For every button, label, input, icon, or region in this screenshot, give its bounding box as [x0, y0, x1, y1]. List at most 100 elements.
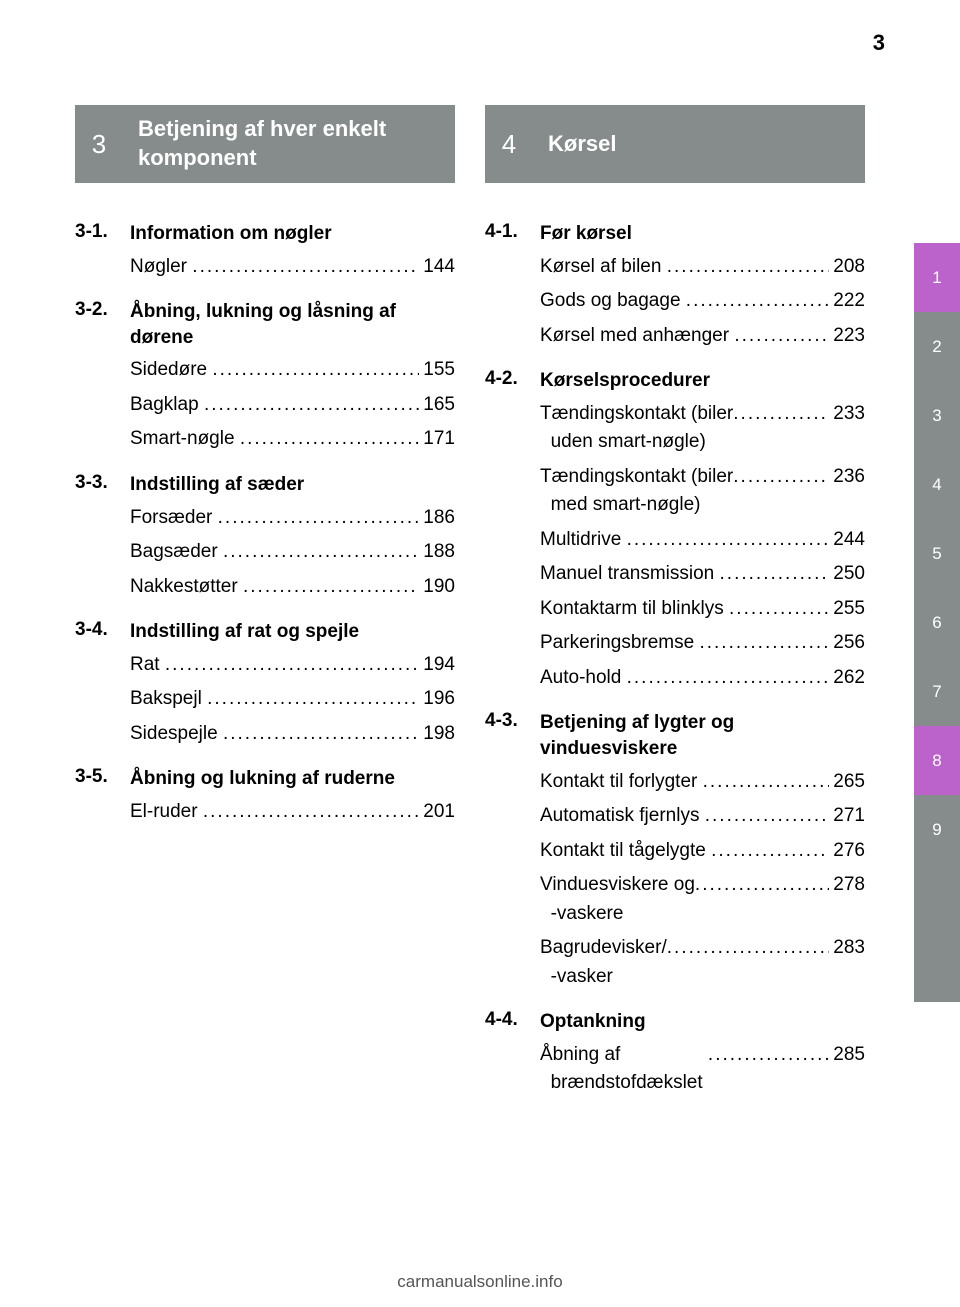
toc-page: 276: [829, 837, 865, 866]
section-heading: 3-2.Åbning, lukning og låsning af dørene: [75, 299, 455, 350]
toc-item-text: Automatisk fjernlys: [540, 802, 705, 831]
section-heading: 3-4.Indstilling af rat og spejle: [75, 619, 455, 645]
toc-item[interactable]: Parkeringsbremse .......................…: [540, 629, 865, 658]
side-tab[interactable]: 4: [914, 450, 960, 519]
toc-item[interactable]: Kørsel af bilen ........................…: [540, 253, 865, 282]
toc-item[interactable]: Kontakt til tågelygte ..................…: [540, 837, 865, 866]
toc-item-text: Nakkestøtter: [130, 573, 243, 602]
toc-item[interactable]: Smart-nøgle ............................…: [130, 425, 455, 454]
side-tab[interactable]: 3: [914, 381, 960, 450]
toc-item[interactable]: Multidrive .............................…: [540, 526, 865, 555]
section-heading: 3-1.Information om nøgler: [75, 221, 455, 247]
toc-item[interactable]: El-ruder ...............................…: [130, 798, 455, 827]
toc-item-text: Smart-nøgle: [130, 425, 240, 454]
section-title: Åbning og lukning af ruderne: [130, 766, 455, 792]
toc-item-text: Tændingskontakt (biler uden smart-nøgle): [540, 400, 733, 457]
toc-dots: ........................................…: [720, 560, 830, 589]
toc-item[interactable]: Gods og bagage .........................…: [540, 287, 865, 316]
toc-item-text: El-ruder: [130, 798, 203, 827]
toc-page: 201: [419, 798, 455, 827]
toc-item-text: Bagrudevisker/ -vasker: [540, 934, 667, 991]
side-tab[interactable]: 9: [914, 795, 960, 864]
toc-item[interactable]: Tændingskontakt (biler uden smart-nøgle)…: [540, 400, 865, 457]
toc-item[interactable]: Tændingskontakt (biler med smart-nøgle) …: [540, 463, 865, 520]
footer-url: carmanualsonline.info: [0, 1272, 960, 1292]
toc-item[interactable]: Auto-hold ..............................…: [540, 664, 865, 693]
toc-page: 155: [419, 356, 455, 385]
toc-item[interactable]: Åbning af brændstofdækslet .............…: [540, 1041, 865, 1098]
page-number-top: 3: [873, 30, 885, 56]
toc-dots: ........................................…: [711, 837, 829, 866]
toc-item-text: Kontaktarm til blinklys: [540, 595, 729, 624]
chapter-header-4: 4 Kørsel: [485, 105, 865, 183]
section-number: 4-3.: [485, 710, 540, 761]
side-tab[interactable]: 6: [914, 588, 960, 657]
toc-dots: ........................................…: [207, 685, 419, 714]
toc-item[interactable]: Nakkestøtter ...........................…: [130, 573, 455, 602]
toc-item[interactable]: Bagsæder ...............................…: [130, 538, 455, 567]
toc-item[interactable]: Rat ....................................…: [130, 651, 455, 680]
side-tab[interactable]: 8: [914, 726, 960, 795]
toc-dots: ........................................…: [627, 526, 830, 555]
toc-item[interactable]: Forsæder ...............................…: [130, 504, 455, 533]
toc-page: 165: [419, 391, 455, 420]
side-tab[interactable]: [914, 933, 960, 1002]
toc-item[interactable]: Kontakt til forlygter ..................…: [540, 768, 865, 797]
toc-item[interactable]: Kontaktarm til blinklys ................…: [540, 595, 865, 624]
side-tab[interactable]: 1: [914, 243, 960, 312]
toc-item[interactable]: Bagklap ................................…: [130, 391, 455, 420]
toc-page: 250: [829, 560, 865, 589]
toc-item-text: Kørsel med anhænger: [540, 322, 734, 351]
toc-item[interactable]: Kørsel med anhænger ....................…: [540, 322, 865, 351]
toc-page: 271: [829, 802, 865, 831]
chapter-title: Betjening af hver enkelt komponent: [123, 105, 455, 183]
section-heading: 3-5.Åbning og lukning af ruderne: [75, 766, 455, 792]
toc-dots: ........................................…: [204, 391, 419, 420]
toc-item[interactable]: Vinduesviskere og -vaskere .............…: [540, 871, 865, 928]
section-number: 3-5.: [75, 766, 130, 792]
toc-item[interactable]: Nøgler .................................…: [130, 253, 455, 282]
toc-item-text: Vinduesviskere og -vaskere: [540, 871, 695, 928]
toc-dots: ........................................…: [699, 629, 829, 658]
side-tab[interactable]: 2: [914, 312, 960, 381]
side-tab[interactable]: 5: [914, 519, 960, 588]
toc-item-text: Auto-hold: [540, 664, 627, 693]
toc-item-text: Rat: [130, 651, 165, 680]
section-title: Optankning: [540, 1009, 865, 1035]
chapter-header-3: 3 Betjening af hver enkelt komponent: [75, 105, 455, 183]
section-title: Indstilling af sæder: [130, 472, 455, 498]
toc-dots: ........................................…: [729, 595, 829, 624]
toc-item[interactable]: Bakspejl ...............................…: [130, 685, 455, 714]
section-number: 4-2.: [485, 368, 540, 394]
toc-item-text: Gods og bagage: [540, 287, 686, 316]
toc-page: 262: [829, 664, 865, 693]
left-column: 3 Betjening af hver enkelt komponent 3-1…: [75, 105, 455, 844]
toc-item-text: Sidespejle: [130, 720, 223, 749]
toc-page: 255: [829, 595, 865, 624]
side-tab[interactable]: 7: [914, 657, 960, 726]
toc-page: 283: [829, 934, 865, 991]
toc-page: 233: [829, 400, 865, 457]
side-tab[interactable]: [914, 864, 960, 933]
toc-item[interactable]: Automatisk fjernlys ....................…: [540, 802, 865, 831]
toc-item-text: Kontakt til forlygter: [540, 768, 703, 797]
toc-page: 198: [419, 720, 455, 749]
section-number: 4-1.: [485, 221, 540, 247]
toc-dots: ........................................…: [667, 253, 830, 282]
toc-page: 186: [419, 504, 455, 533]
section-heading: 4-4.Optankning: [485, 1009, 865, 1035]
chapter-title: Kørsel: [533, 105, 865, 183]
toc-dots: ........................................…: [192, 253, 419, 282]
toc-item[interactable]: Sidedøre ...............................…: [130, 356, 455, 385]
toc-dots: ........................................…: [667, 934, 830, 991]
chapter-number: 3: [75, 105, 123, 183]
toc-dots: ........................................…: [733, 400, 829, 457]
toc-page: 208: [829, 253, 865, 282]
toc-item-text: Parkeringsbremse: [540, 629, 699, 658]
toc-item[interactable]: Manuel transmission ....................…: [540, 560, 865, 589]
toc-item-text: Forsæder: [130, 504, 218, 533]
toc-item-text: Bagsæder: [130, 538, 223, 567]
toc-item-text: Manuel transmission: [540, 560, 720, 589]
toc-item[interactable]: Bagrudevisker/ -vasker .................…: [540, 934, 865, 991]
toc-item[interactable]: Sidespejle .............................…: [130, 720, 455, 749]
